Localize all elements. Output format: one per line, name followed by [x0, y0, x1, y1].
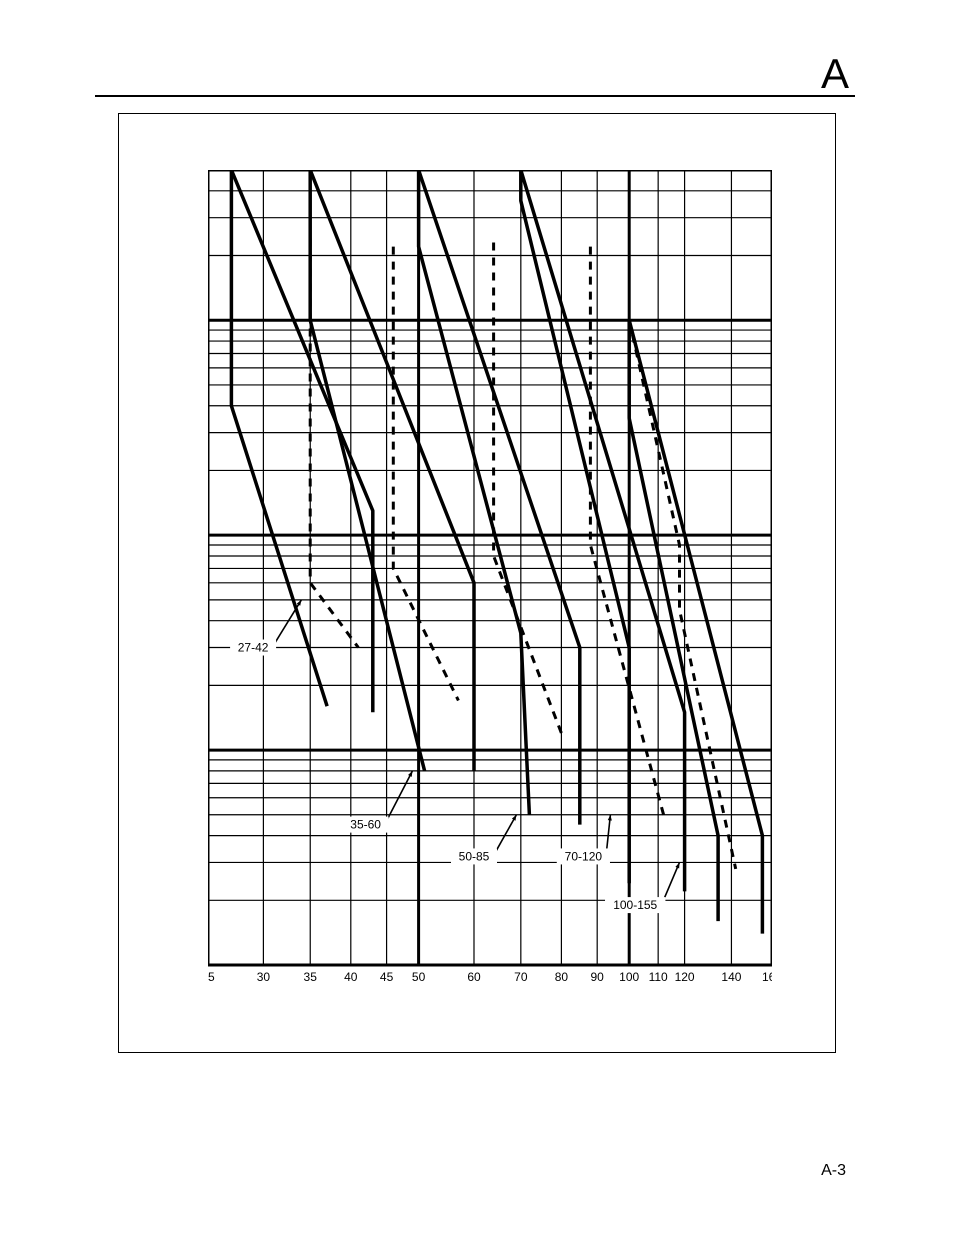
document-page: A 25303540455060708090100110120140160124… [0, 0, 954, 1235]
svg-text:140: 140 [721, 970, 741, 984]
header-rule [95, 95, 855, 97]
svg-text:80: 80 [555, 970, 569, 984]
page-number: A-3 [821, 1162, 846, 1180]
svg-text:100: 100 [619, 970, 639, 984]
svg-text:50-85: 50-85 [459, 849, 490, 863]
svg-text:120: 120 [675, 970, 695, 984]
svg-text:110: 110 [649, 970, 668, 984]
svg-text:70-120: 70-120 [565, 849, 603, 863]
svg-text:27-42: 27-42 [238, 641, 269, 655]
svg-text:35: 35 [304, 970, 318, 984]
svg-text:70: 70 [514, 970, 528, 984]
header-letter: A [821, 50, 849, 98]
svg-text:90: 90 [591, 970, 605, 984]
svg-text:160: 160 [762, 970, 772, 984]
svg-text:35-60: 35-60 [350, 818, 381, 832]
svg-text:30: 30 [257, 970, 271, 984]
chart: 2530354045506070809010011012014016012468… [208, 170, 772, 993]
svg-text:100-155: 100-155 [613, 898, 657, 912]
svg-text:40: 40 [344, 970, 358, 984]
svg-text:50: 50 [412, 970, 426, 984]
svg-text:60: 60 [467, 970, 481, 984]
svg-text:25: 25 [208, 970, 215, 984]
svg-text:45: 45 [380, 970, 394, 984]
